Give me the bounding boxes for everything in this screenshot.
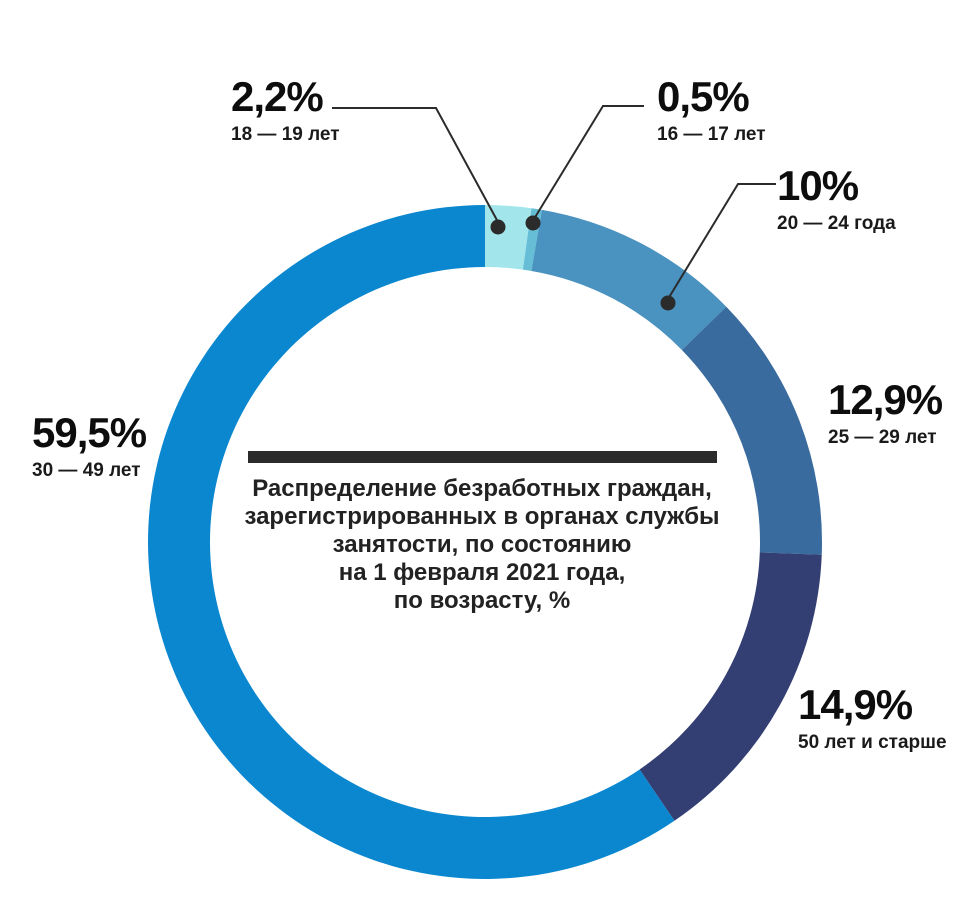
- chart-title-line: по возрасту, %: [393, 587, 571, 614]
- segment-range-30-49: 30 — 49 лет: [32, 460, 141, 481]
- segment-value-25-29: 12,9%: [828, 376, 943, 423]
- segment-value-20-24: 10%: [777, 162, 859, 209]
- chart-title-line: зарегистрированных в органах службы: [244, 503, 720, 530]
- chart-title-line: Распределение безработных граждан,: [252, 475, 712, 502]
- callout-line: [332, 107, 499, 223]
- segment-range-18-19: 18 — 19 лет: [231, 124, 340, 145]
- donut-segment-3: [681, 306, 822, 555]
- chart-title-block: Распределение безработных граждан, зарег…: [232, 451, 732, 615]
- segment-value-50plus: 14,9%: [798, 681, 913, 728]
- donut-segment-4: [639, 552, 822, 821]
- segment-range-50plus: 50 лет и старше: [798, 732, 947, 753]
- segment-value-16-17: 0,5%: [657, 73, 750, 120]
- callout-line: [667, 183, 776, 300]
- callout-label-16-17: 0,5% 16 — 17 лет: [657, 76, 766, 146]
- callout-dot: [525, 215, 541, 231]
- callout-dot: [490, 219, 506, 235]
- callout-label-25-29: 12,9% 25 — 29 лет: [828, 376, 943, 449]
- segment-range-25-29: 25 — 29 лет: [828, 427, 937, 448]
- callout-label-50plus: 14,9% 50 лет и старше: [798, 684, 947, 754]
- chart-title-line: на 1 февраля 2021 года,: [338, 559, 626, 586]
- callout-label-30-49: 59,5% 30 — 49 лет: [32, 409, 147, 482]
- segment-range-20-24: 20 — 24 года: [777, 213, 896, 234]
- callout-dot: [660, 295, 676, 311]
- segment-value-18-19: 2,2%: [231, 73, 324, 120]
- title-divider: [247, 451, 717, 463]
- chart-title-line: занятости, по состоянию: [332, 531, 632, 558]
- segment-value-30-49: 59,5%: [32, 409, 147, 456]
- donut-segment-2: [531, 209, 727, 350]
- segment-range-16-17: 16 — 17 лет: [657, 124, 766, 145]
- callout-label-20-24: 10% 20 — 24 года: [777, 165, 896, 235]
- donut-segment-5: [148, 205, 675, 879]
- callout-line: [533, 105, 644, 220]
- callout-label-18-19: 2,2% 18 — 19 лет: [231, 76, 340, 146]
